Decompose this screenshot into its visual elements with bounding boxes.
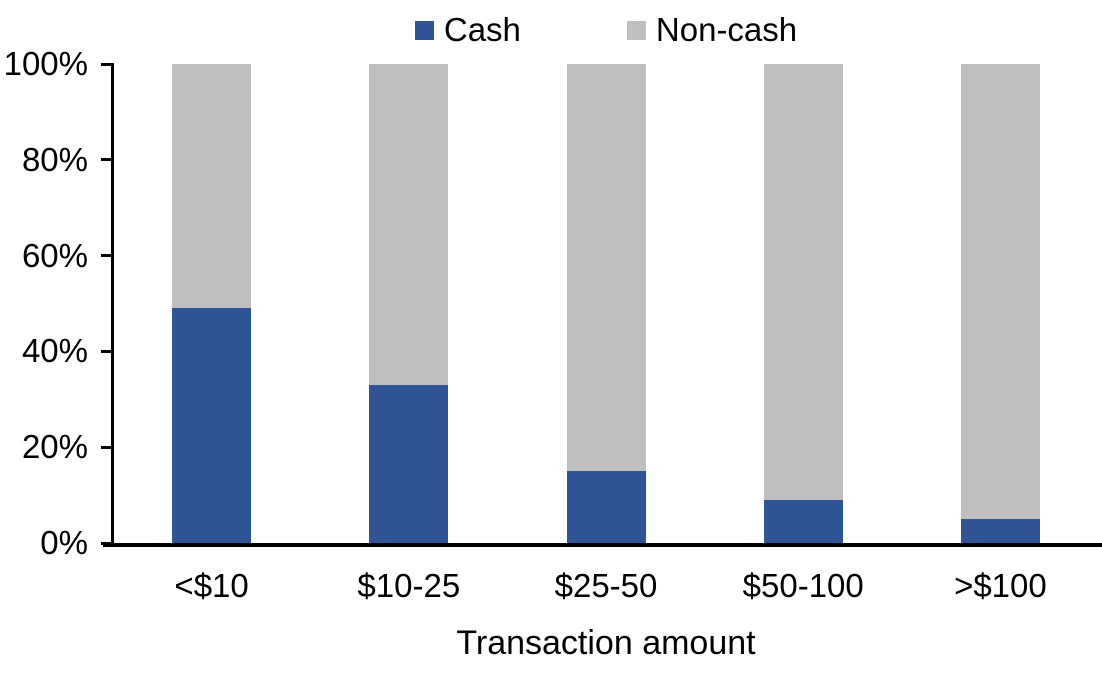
- y-tick-label: 60%: [21, 236, 88, 274]
- legend-swatch-noncash: [626, 20, 646, 40]
- bar-slot: [113, 64, 310, 543]
- x-category-label: $10-25: [357, 567, 461, 604]
- bar-segment-non-cash: [566, 64, 646, 472]
- y-tick-label: 40%: [21, 332, 88, 370]
- bar-segment-cash: [369, 384, 449, 543]
- y-tick-mark: [101, 62, 114, 66]
- x-axis-line: [103, 543, 1102, 547]
- y-axis-line: [111, 63, 114, 546]
- y-tick-mark: [101, 158, 114, 162]
- stacked-bar-1: [172, 64, 252, 543]
- y-tick-label: 100%: [3, 45, 88, 82]
- y-tick-mark: [101, 445, 114, 449]
- bar-slot: [507, 64, 704, 543]
- bar-segment-non-cash: [960, 64, 1040, 520]
- bar-slot: [705, 64, 902, 543]
- y-tick-label: 0%: [40, 524, 88, 561]
- legend-item-cash: Cash: [414, 11, 521, 49]
- y-tick-mark: [101, 254, 114, 258]
- y-tick-label: 80%: [21, 140, 88, 178]
- bar-segment-cash: [763, 499, 843, 543]
- legend-label-noncash: Non-cash: [655, 11, 798, 48]
- x-category-label: $25-50: [554, 567, 658, 604]
- x-axis-labels: <$10 $10-25 $25-50 $50-100 >$100: [113, 567, 1099, 605]
- legend-item-noncash: Non-cash: [626, 11, 798, 49]
- x-category-label: $50-100: [742, 567, 864, 604]
- x-axis-title: Transaction amount: [456, 624, 756, 662]
- bar-segment-non-cash: [763, 64, 843, 500]
- bar-slot: [310, 64, 507, 543]
- bar-segment-non-cash: [369, 64, 449, 385]
- stacked-bar-4: [763, 64, 843, 543]
- legend-swatch-cash: [414, 20, 434, 40]
- x-category-label: <$10: [174, 567, 249, 604]
- legend-label-cash: Cash: [443, 11, 521, 48]
- bar-segment-cash: [960, 519, 1040, 543]
- bar-segment-non-cash: [172, 64, 252, 309]
- stacked-bar-3: [566, 64, 646, 543]
- bar-segment-cash: [172, 308, 252, 543]
- x-category-label: >$100: [954, 567, 1047, 604]
- stacked-bar-5: [960, 64, 1040, 543]
- chart-legend: Cash Non-cash: [113, 8, 1099, 52]
- y-tick-label: 20%: [21, 428, 88, 466]
- bar-slot: [902, 64, 1099, 543]
- plot-area: [113, 64, 1099, 543]
- y-tick-mark: [101, 349, 114, 353]
- stacked-bar-2: [369, 64, 449, 543]
- bar-segment-cash: [566, 471, 646, 543]
